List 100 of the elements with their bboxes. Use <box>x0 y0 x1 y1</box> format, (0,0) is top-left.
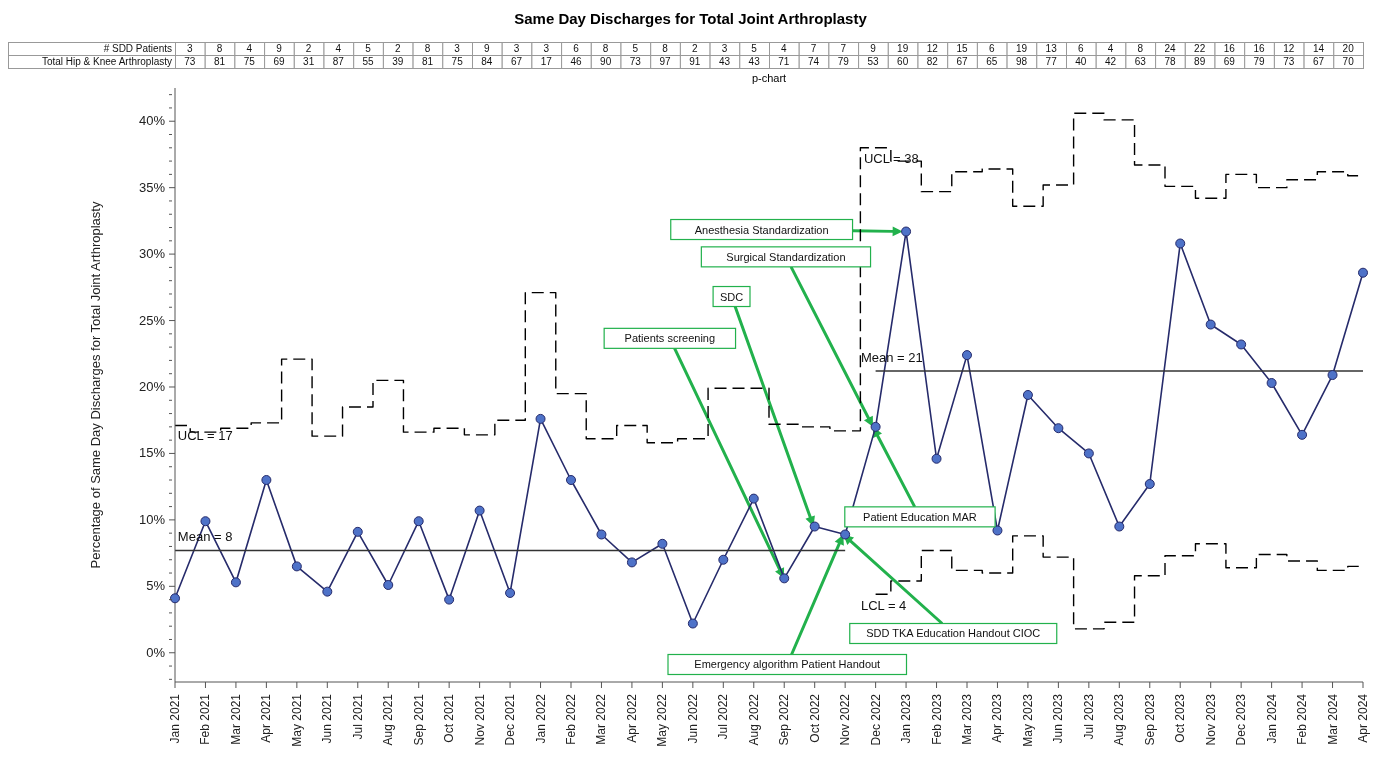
data-label: 8 <box>424 43 431 54</box>
data-label: 40 <box>1075 56 1087 67</box>
x-tick-label: Jul 2022 <box>716 693 731 740</box>
data-label: 2 <box>394 43 401 54</box>
data-label: 3 <box>721 43 728 54</box>
data-label: 8 <box>216 43 223 54</box>
annotation: Anesthesia Standardization <box>694 223 829 236</box>
annotation: Patient Education MAR <box>863 510 977 523</box>
point <box>1144 479 1155 489</box>
point <box>1358 267 1368 278</box>
data-label: 75 <box>243 56 256 67</box>
data-label: 74 <box>807 56 820 67</box>
data-label: 91 <box>689 56 701 67</box>
x-tick-label: May 2021 <box>289 693 304 747</box>
data-label: 4 <box>781 43 788 54</box>
x-tick-label: Dec 2023 <box>1234 693 1249 746</box>
point <box>413 516 424 527</box>
point <box>200 516 211 527</box>
x-tick-label: Mar 2022 <box>594 693 609 745</box>
x-tick-label: Jun 2023 <box>1051 693 1066 744</box>
point <box>870 421 881 432</box>
data-label: 4 <box>1107 43 1114 54</box>
x-tick-label: Sep 2022 <box>777 693 792 746</box>
point <box>1327 370 1338 381</box>
data-label: 73 <box>1283 56 1295 67</box>
chart-subtitle: p-chart <box>750 72 788 84</box>
data-label: 2 <box>305 43 312 54</box>
x-tick-label: Mar 2024 <box>1325 693 1340 745</box>
data-label: 9 <box>870 43 877 54</box>
y-tick-label: 20% <box>138 378 166 394</box>
point <box>1236 339 1247 350</box>
x-tick-label: Nov 2022 <box>838 693 853 746</box>
y-tick-label: Total Hip & Knee Arthroplasty <box>41 56 172 67</box>
data-label: 16 <box>1223 43 1236 54</box>
data-label: 5 <box>751 43 758 54</box>
data-label: 65 <box>986 56 998 67</box>
y-tick-label: 35% <box>138 179 166 195</box>
point <box>1083 448 1094 459</box>
x-tick-label: Aug 2023 <box>1112 693 1127 746</box>
data-label: 90 <box>600 56 612 67</box>
x-tick-label: Jan 2021 <box>168 693 182 744</box>
x-tick-label: Nov 2023 <box>1203 693 1218 746</box>
point <box>322 586 333 597</box>
point <box>1205 319 1216 330</box>
x-tick-label: Oct 2022 <box>807 693 822 743</box>
data-label: 81 <box>421 56 434 67</box>
x-tick-label: Jul 2021 <box>350 693 365 740</box>
y-tick-label: 40% <box>138 113 166 129</box>
data-label: 3 <box>187 43 194 54</box>
point <box>566 475 576 486</box>
annotation: LCL = 4 <box>860 598 907 614</box>
point <box>962 350 972 361</box>
data-label: 14 <box>1312 43 1325 54</box>
x-tick-label: Feb 2024 <box>1295 693 1310 745</box>
point <box>444 594 455 605</box>
x-tick-label: Feb 2022 <box>564 693 578 745</box>
x-tick-label: Jan 2023 <box>899 693 914 744</box>
x-tick-label: Oct 2023 <box>1173 693 1188 743</box>
point <box>718 554 729 565</box>
data-label: 87 <box>332 56 345 67</box>
point <box>840 529 851 540</box>
data-label: 9 <box>484 43 491 54</box>
annotation: Emergency algorithm Patient Handout <box>694 658 881 671</box>
point <box>626 557 637 568</box>
data-label: 98 <box>1015 56 1028 67</box>
data-label: 13 <box>1045 43 1058 54</box>
annotation: SDD TKA Education Handout CIOC <box>866 627 1041 640</box>
y-tick-label: 30% <box>138 246 166 262</box>
y-tick-label: 15% <box>138 445 166 461</box>
y-axis-title: Percentage of Same Day Discharges for Total Joint Arthroplasty <box>87 201 103 569</box>
point <box>1114 521 1125 532</box>
point <box>992 525 1003 536</box>
data-label: 3 <box>454 43 461 54</box>
point <box>230 577 241 588</box>
data-label: 69 <box>1223 56 1236 67</box>
x-tick-label: Feb 2021 <box>198 693 213 745</box>
data-label: 89 <box>1194 56 1206 67</box>
data-label: 63 <box>1134 56 1147 67</box>
x-tick-label: Oct 2021 <box>442 693 457 743</box>
data-label: 70 <box>1342 56 1355 67</box>
data-label: 7 <box>840 43 847 54</box>
x-tick-label: Jun 2021 <box>320 693 335 744</box>
data-label: 84 <box>481 56 493 67</box>
data-label: 71 <box>778 56 790 67</box>
point <box>1297 429 1308 440</box>
point <box>1022 389 1033 400</box>
data-label: 67 <box>1312 56 1325 67</box>
data-label: 8 <box>662 43 669 54</box>
data-label: 6 <box>988 43 995 54</box>
point <box>809 521 820 532</box>
x-tick-label: Aug 2021 <box>381 693 396 746</box>
data-label: 60 <box>897 56 909 67</box>
data-label: 31 <box>303 56 315 67</box>
x-tick-label: Apr 2024 <box>1356 693 1370 743</box>
annotation: UCL = 38 <box>863 150 919 166</box>
point <box>170 593 180 604</box>
x-tick-label: Mar 2023 <box>960 693 974 745</box>
point <box>779 573 790 584</box>
y-tick-label: 25% <box>138 312 166 328</box>
data-label: 39 <box>392 56 404 67</box>
